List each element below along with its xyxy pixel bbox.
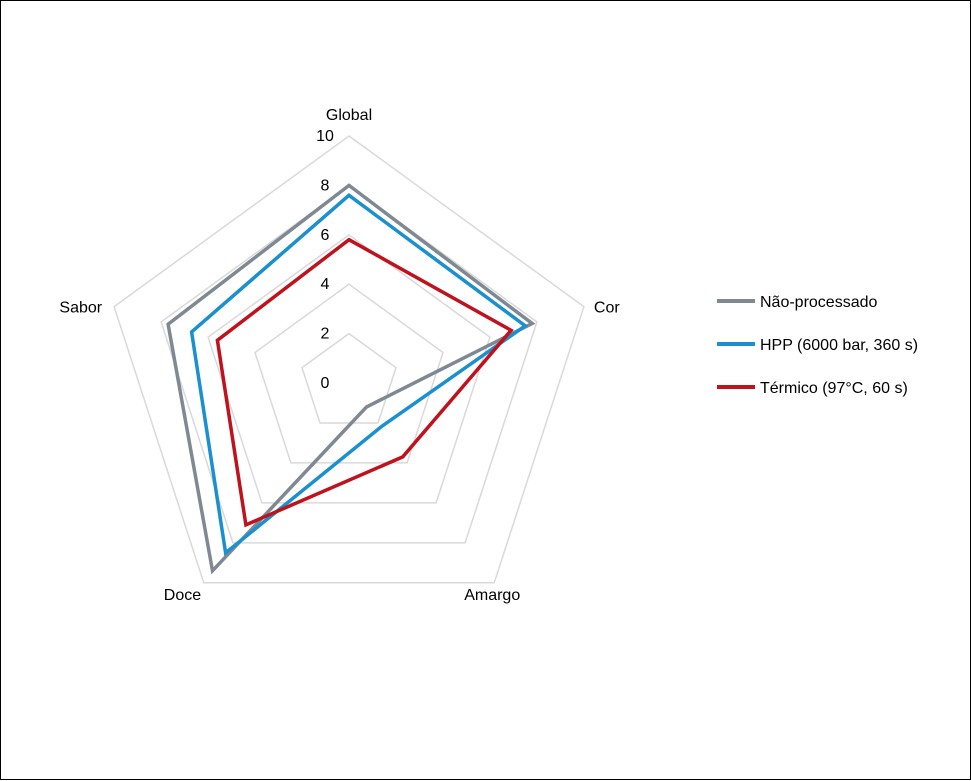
legend-label-3: Térmico (97°C, 60 s) xyxy=(760,380,908,397)
tick-label-4: 4 xyxy=(321,276,330,293)
category-label-global: Global xyxy=(326,107,372,124)
grid-ring-10 xyxy=(114,136,584,583)
category-label-doce: Doce xyxy=(164,587,201,604)
tick-label-10: 10 xyxy=(316,128,334,145)
legend-item-1: Não-processado xyxy=(717,294,878,311)
category-label-cor: Cor xyxy=(594,300,620,317)
category-label-amargo: Amargo xyxy=(464,587,520,604)
legend-label-2: HPP (6000 bar, 360 s) xyxy=(760,337,918,354)
legend-label-1: Não-processado xyxy=(760,294,878,311)
tick-label-2: 2 xyxy=(321,326,330,343)
tick-label-0: 0 xyxy=(321,375,330,392)
radar-grid xyxy=(114,136,584,583)
tick-label-8: 8 xyxy=(321,177,330,194)
legend: Não-processado HPP (6000 bar, 360 s) Térmi… xyxy=(717,294,918,397)
legend-item-3: Térmico (97°C, 60 s) xyxy=(717,380,908,397)
legend-item-2: HPP (6000 bar, 360 s) xyxy=(717,337,918,354)
category-label-sabor: Sabor xyxy=(59,300,102,317)
grid-ring-4 xyxy=(255,284,443,463)
grid-ring-2 xyxy=(302,334,396,423)
category-labels: Global Cor Amargo Doce Sabor xyxy=(59,107,620,604)
tick-label-6: 6 xyxy=(321,227,330,244)
